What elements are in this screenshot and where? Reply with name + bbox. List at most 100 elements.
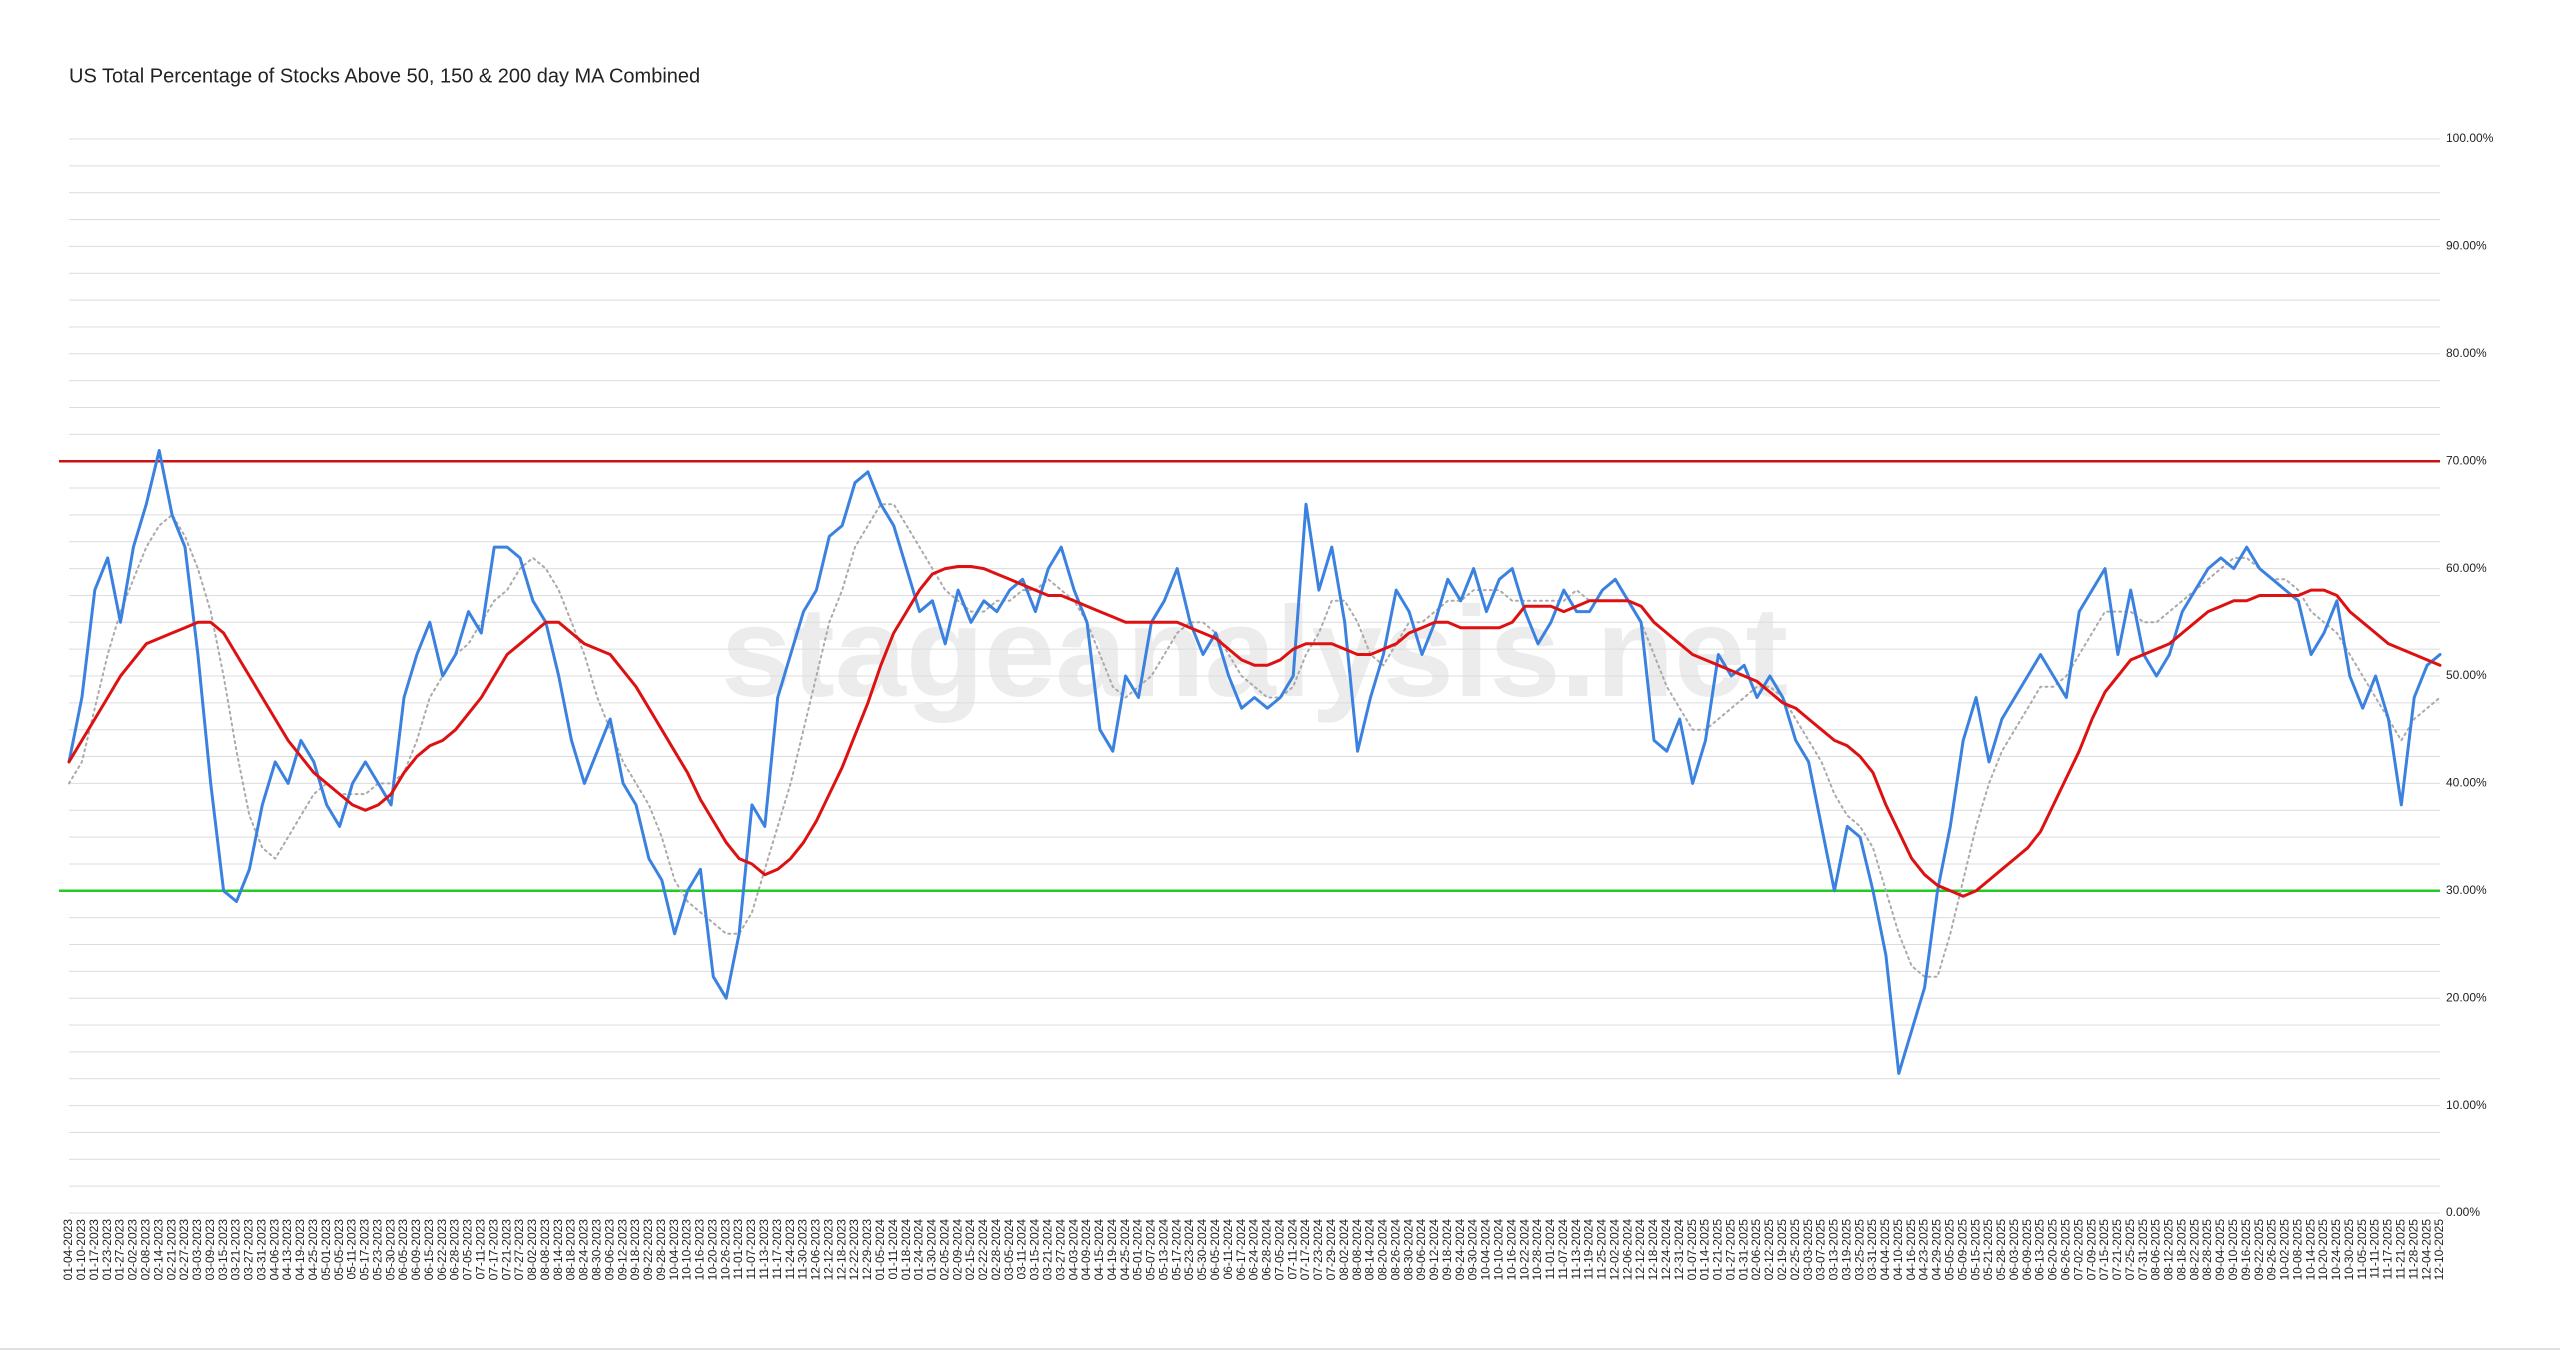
x-tick-label: 07-17-2023 [486,1219,500,1281]
chart-title: US Total Percentage of Stocks Above 50, … [69,65,700,87]
x-tick-label: 11-05-2025 [2355,1219,2369,1280]
x-tick-label: 09-22-2025 [2252,1219,2266,1281]
x-tick-label: 12-10-2025 [2432,1219,2446,1281]
x-tick-label: 11-11-2025 [2368,1219,2382,1279]
x-tick-label: 08-14-2023 [551,1219,565,1281]
x-tick-label: 05-17-2024 [1169,1219,1183,1281]
x-tick-label: 07-17-2024 [1298,1219,1312,1281]
x-tick-label: 01-18-2024 [899,1219,913,1281]
x-tick-label: 02-27-2023 [177,1219,191,1281]
x-tick-label: 07-02-2025 [2071,1219,2085,1281]
x-tick-label: 03-05-2024 [1002,1219,1016,1281]
x-tick-label: 01-21-2025 [1711,1219,1725,1281]
x-tick-label: 01-24-2024 [912,1219,926,1281]
x-tick-label: 05-23-2024 [1182,1219,1196,1281]
x-tick-label: 07-11-2023 [474,1219,488,1280]
x-tick-label: 11-24-2023 [783,1219,797,1280]
x-tick-label: 12-06-2024 [1620,1219,1634,1281]
x-tick-label: 01-07-2025 [1685,1219,1699,1281]
x-tick-label: 12-31-2024 [1672,1219,1686,1281]
x-tick-label: 01-27-2023 [113,1219,127,1281]
x-tick-label: 04-04-2025 [1878,1219,1892,1281]
x-tick-label: 12-22-2023 [847,1219,861,1281]
x-tick-label: 05-15-2025 [1968,1219,1982,1281]
x-tick-label: 02-08-2023 [138,1219,152,1281]
x-tick-label: 10-20-2023 [705,1219,719,1281]
x-tick-label: 12-04-2025 [2419,1219,2433,1281]
x-tick-label: 11-07-2023 [744,1219,758,1280]
x-tick-label: 03-21-2024 [1040,1219,1054,1281]
x-tick-label: 03-15-2024 [1028,1219,1042,1281]
x-tick-label: 07-05-2023 [461,1219,475,1281]
x-tick-label: 10-30-2025 [2342,1219,2356,1281]
x-tick-label: 05-30-2024 [1195,1219,1209,1281]
x-tick-label: 06-26-2025 [2058,1219,2072,1281]
x-tick-label: 11-01-2023 [731,1219,745,1280]
x-tick-label: 02-28-2024 [989,1219,1003,1281]
x-tick-label: 11-30-2023 [796,1219,810,1280]
x-tick-label: 01-30-2024 [925,1219,939,1281]
x-tick-label: 08-30-2024 [1401,1219,1415,1281]
x-tick-label: 07-09-2025 [2084,1219,2098,1281]
series-line [67,565,2442,898]
x-tick-label: 04-13-2023 [280,1219,294,1281]
x-tick-label: 11-01-2024 [1543,1219,1557,1280]
x-tick-label: 08-18-2025 [2174,1219,2188,1281]
x-tick-label: 10-22-2024 [1517,1219,1531,1281]
x-tick-label: 03-19-2025 [1839,1219,1853,1281]
x-tick-label: 09-12-2023 [615,1219,629,1281]
x-tick-label: 11-28-2025 [2406,1219,2420,1280]
x-tick-label: 05-09-2025 [1955,1219,1969,1281]
x-tick-label: 07-21-2023 [499,1219,513,1281]
x-tick-label: 10-10-2023 [680,1219,694,1281]
x-tick-label: 05-07-2024 [1144,1219,1158,1281]
x-tick-label: 07-23-2024 [1311,1219,1325,1281]
x-tick-label: 06-05-2024 [1208,1219,1222,1281]
x-tick-label: 01-23-2023 [100,1219,114,1281]
x-tick-label: 04-25-2023 [306,1219,320,1281]
x-tick-label: 06-09-2023 [409,1219,423,1281]
x-tick-label: 10-16-2024 [1504,1219,1518,1281]
x-tick-label: 08-18-2023 [564,1219,578,1281]
x-tick-label: 08-02-2024 [1337,1219,1351,1281]
x-tick-label: 02-02-2023 [126,1219,140,1281]
x-tick-label: 09-30-2024 [1466,1219,1480,1281]
x-tick-label: 12-12-2023 [821,1219,835,1281]
x-tick-label: 05-01-2024 [1131,1219,1145,1281]
x-tick-label: 01-14-2025 [1698,1219,1712,1281]
x-tick-label: 05-23-2023 [370,1219,384,1281]
x-tick-label: 01-05-2024 [873,1219,887,1281]
x-tick-label: 06-15-2023 [422,1219,436,1281]
x-tick-label: 02-09-2024 [950,1219,964,1281]
x-tick-label: 04-23-2025 [1917,1219,1931,1281]
x-tick-label: 10-04-2024 [1479,1219,1493,1281]
x-tick-label: 12-18-2023 [834,1219,848,1281]
x-tick-label: 04-09-2024 [1079,1219,1093,1281]
y-tick-label: 30.00% [2446,883,2487,897]
y-tick-label: 80.00% [2446,346,2487,360]
x-tick-label: 05-01-2023 [319,1219,333,1281]
x-tick-label: 07-29-2024 [1324,1219,1338,1281]
x-tick-label: 04-19-2024 [1105,1219,1119,1281]
x-tick-label: 06-20-2025 [2046,1219,2060,1281]
x-tick-label: 09-22-2023 [641,1219,655,1281]
x-tick-label: 04-03-2024 [1066,1219,1080,1281]
x-tick-label: 03-31-2023 [254,1219,268,1281]
x-tick-label: 10-10-2024 [1492,1219,1506,1281]
x-tick-label: 11-17-2023 [770,1219,784,1280]
y-tick-label: 10.00% [2446,1098,2487,1112]
x-tick-label: 07-05-2024 [1272,1219,1286,1281]
watermark: stageanalysis.net [721,581,1788,724]
x-tick-label: 08-08-2023 [538,1219,552,1281]
x-tick-label: 02-05-2024 [937,1219,951,1281]
y-tick-label: 70.00% [2446,453,2487,467]
x-tick-label: 09-12-2024 [1427,1219,1441,1281]
x-tick-label: 11-07-2024 [1556,1219,1570,1280]
x-tick-label: 07-25-2025 [2123,1219,2137,1281]
x-tick-label: 03-27-2024 [1053,1219,1067,1281]
x-tick-label: 02-19-2025 [1775,1219,1789,1281]
y-tick-label: 40.00% [2446,776,2487,790]
x-tick-label: 12-18-2024 [1646,1219,1660,1281]
x-tick-label: 11-17-2025 [2381,1219,2395,1280]
x-tick-label: 10-02-2025 [2278,1219,2292,1281]
